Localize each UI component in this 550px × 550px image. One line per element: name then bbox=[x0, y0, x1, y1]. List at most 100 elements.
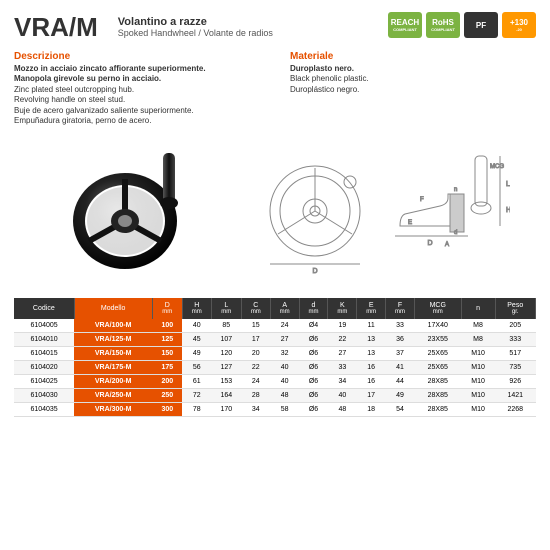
cell: Ø6 bbox=[299, 403, 328, 417]
mat-it: Duroplasto nero. bbox=[290, 64, 536, 74]
table-row: 6104005VRA/100-M10040851524Ø419113317X40… bbox=[14, 319, 536, 333]
cell: 20 bbox=[241, 347, 270, 361]
cell: 78 bbox=[182, 403, 211, 417]
cell: Ø6 bbox=[299, 361, 328, 375]
cell: 34 bbox=[328, 375, 357, 389]
svg-text:d: d bbox=[454, 230, 457, 236]
cell: 16 bbox=[357, 361, 386, 375]
col-codice: Codice bbox=[14, 298, 74, 319]
cell: 6104030 bbox=[14, 389, 74, 403]
cell: VRA/100-M bbox=[74, 319, 152, 333]
cell: 18 bbox=[357, 403, 386, 417]
cell: 45 bbox=[182, 333, 211, 347]
cell: M10 bbox=[461, 403, 495, 417]
cell: M10 bbox=[461, 375, 495, 389]
subtitle-en: Spoked Handwheel / Volante de radios bbox=[118, 28, 368, 38]
cell: 28X85 bbox=[414, 403, 461, 417]
table-row: 6104035VRA/300-M300781703458Ø648185428X8… bbox=[14, 403, 536, 417]
cell: 41 bbox=[386, 361, 415, 375]
cell: 17 bbox=[241, 333, 270, 347]
cell: 125 bbox=[152, 333, 182, 347]
cell: Ø6 bbox=[299, 375, 328, 389]
col-peso: Pesogr. bbox=[495, 298, 536, 319]
cell: M10 bbox=[461, 347, 495, 361]
cell: VRA/250-M bbox=[74, 389, 152, 403]
title-block: VRA/M bbox=[14, 12, 98, 43]
badge-pf: PF bbox=[464, 12, 498, 38]
cell: 333 bbox=[495, 333, 536, 347]
handwheel-icon bbox=[65, 141, 205, 281]
cell: 6104005 bbox=[14, 319, 74, 333]
col-d: dmm bbox=[299, 298, 328, 319]
cell: 13 bbox=[357, 333, 386, 347]
cell: 164 bbox=[211, 389, 241, 403]
svg-text:A: A bbox=[445, 242, 449, 248]
desc-en2: Revolving handle on steel stud. bbox=[14, 95, 260, 105]
col-f: Fmm bbox=[386, 298, 415, 319]
col-a: Amm bbox=[270, 298, 299, 319]
badge-+130: +130-20 bbox=[502, 12, 536, 38]
cell: 22 bbox=[328, 333, 357, 347]
cell: M10 bbox=[461, 389, 495, 403]
cell: 28X85 bbox=[414, 375, 461, 389]
drawing-icon: D D L H MCG F n E A bbox=[260, 146, 510, 276]
svg-text:E: E bbox=[408, 220, 412, 226]
cell: 13 bbox=[357, 347, 386, 361]
svg-text:H: H bbox=[506, 207, 510, 214]
technical-drawing: D D L H MCG F n E A bbox=[255, 141, 515, 281]
cell: 926 bbox=[495, 375, 536, 389]
col-h: Hmm bbox=[182, 298, 211, 319]
cell: VRA/300-M bbox=[74, 403, 152, 417]
material-title: Materiale bbox=[290, 51, 536, 62]
cell: 22 bbox=[241, 361, 270, 375]
cell: VRA/150-M bbox=[74, 347, 152, 361]
cell: 735 bbox=[495, 361, 536, 375]
svg-text:L: L bbox=[506, 181, 510, 188]
col-l: Lmm bbox=[211, 298, 241, 319]
svg-text:D: D bbox=[427, 240, 432, 247]
table-row: 6104010VRA/125-M125451071727Ø622133623X5… bbox=[14, 333, 536, 347]
cell: 49 bbox=[182, 347, 211, 361]
col-d: Dmm bbox=[152, 298, 182, 319]
col-modello: Modello bbox=[74, 298, 152, 319]
cell: 300 bbox=[152, 403, 182, 417]
cell: 58 bbox=[270, 403, 299, 417]
material-col: Materiale Duroplasto nero. Black phenoli… bbox=[290, 51, 536, 126]
cell: 6104010 bbox=[14, 333, 74, 347]
description-row: Descrizione Mozzo in acciaio zincato aff… bbox=[14, 51, 536, 126]
cell: 23X55 bbox=[414, 333, 461, 347]
subtitle-block: Volantino a razze Spoked Handwheel / Vol… bbox=[118, 12, 368, 38]
cell: 36 bbox=[386, 333, 415, 347]
cell: 17X40 bbox=[414, 319, 461, 333]
cell: M8 bbox=[461, 319, 495, 333]
table-row: 6104015VRA/150-M150491202032Ø627133725X6… bbox=[14, 347, 536, 361]
cell: 6104025 bbox=[14, 375, 74, 389]
col-n: n bbox=[461, 298, 495, 319]
cell: 28 bbox=[241, 389, 270, 403]
cell: 205 bbox=[495, 319, 536, 333]
cell: 200 bbox=[152, 375, 182, 389]
cell: 11 bbox=[357, 319, 386, 333]
desc-es1: Buje de acero galvanizado saliente super… bbox=[14, 106, 260, 116]
cell: 175 bbox=[152, 361, 182, 375]
cell: 32 bbox=[270, 347, 299, 361]
cell: 100 bbox=[152, 319, 182, 333]
col-c: Cmm bbox=[241, 298, 270, 319]
cell: 150 bbox=[152, 347, 182, 361]
svg-text:MCG: MCG bbox=[490, 164, 504, 170]
header: VRA/M Volantino a razze Spoked Handwheel… bbox=[14, 12, 536, 43]
cell: 170 bbox=[211, 403, 241, 417]
cell: 25X65 bbox=[414, 361, 461, 375]
desc-es2: Empuñadura giratoria, perno de acero. bbox=[14, 116, 260, 126]
table-row: 6104025VRA/200-M200611532440Ø634164428X8… bbox=[14, 375, 536, 389]
table-body: 6104005VRA/100-M10040851524Ø419113317X40… bbox=[14, 319, 536, 417]
cell: Ø4 bbox=[299, 319, 328, 333]
cell: 48 bbox=[328, 403, 357, 417]
cell: 48 bbox=[270, 389, 299, 403]
spec-table: CodiceModelloDmmHmmLmmCmmAmmdmmKmmEmmFmm… bbox=[14, 298, 536, 417]
cell: 34 bbox=[241, 403, 270, 417]
cell: 40 bbox=[182, 319, 211, 333]
cell: 61 bbox=[182, 375, 211, 389]
mat-es: Duroplástico negro. bbox=[290, 85, 536, 95]
cell: 24 bbox=[241, 375, 270, 389]
